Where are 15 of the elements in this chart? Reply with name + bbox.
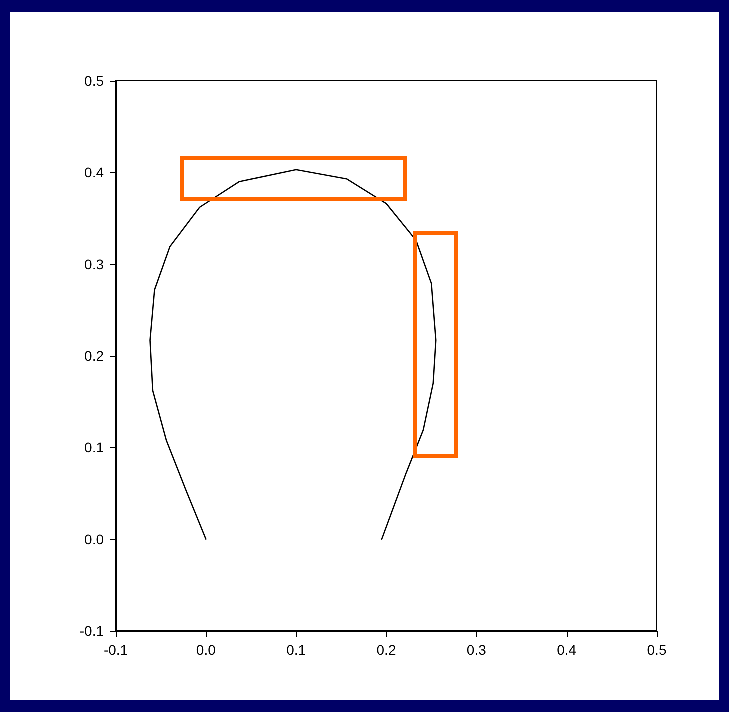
x-tick-label: 0.0 xyxy=(196,642,216,658)
y-tick-label: 0.4 xyxy=(84,164,104,181)
line-series xyxy=(150,169,437,540)
y-tick-label: -0.1 xyxy=(80,623,104,639)
y-tick-label: 0.0 xyxy=(84,531,104,548)
x-tick-label: 0.2 xyxy=(376,642,396,658)
x-tick-label: 0.3 xyxy=(466,642,487,658)
y-tick-label: 0.3 xyxy=(84,256,104,272)
y-tick-label: 0.5 xyxy=(84,73,104,89)
y-tick-label: 0.1 xyxy=(84,440,104,456)
x-tick-label: 0.4 xyxy=(557,642,577,658)
x-tick-label: -0.1 xyxy=(104,642,128,658)
x-tick-label: 0.1 xyxy=(286,642,306,658)
y-tick-label: 0.2 xyxy=(84,348,104,364)
x-tick-label: 0.5 xyxy=(647,642,667,658)
